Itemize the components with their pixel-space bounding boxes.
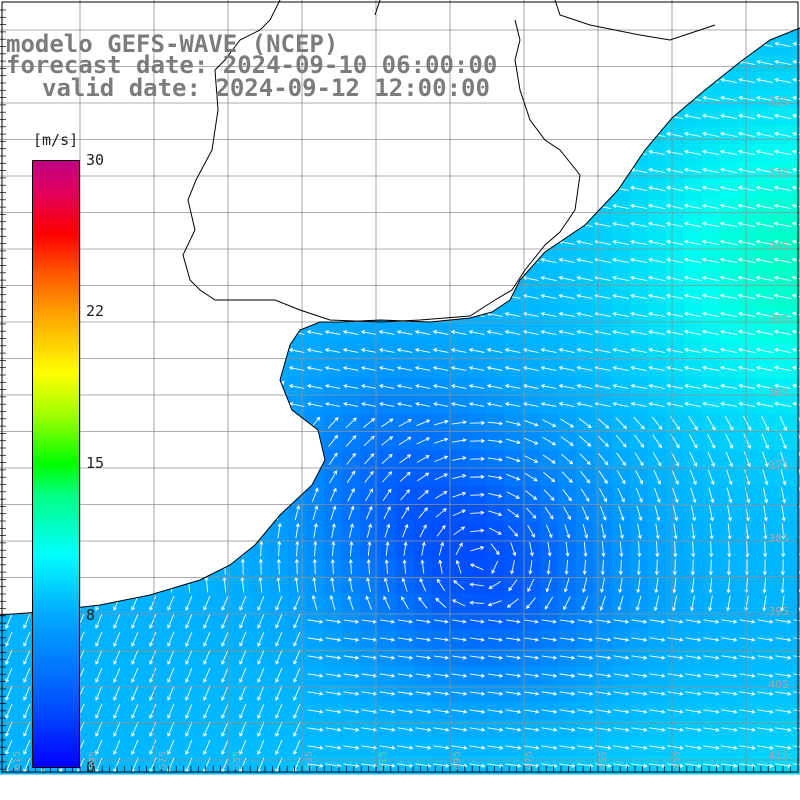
wind-cell <box>792 108 800 127</box>
lon-label: 515 <box>378 750 389 770</box>
wind-cell <box>792 666 800 685</box>
lat-label: 355 <box>768 313 789 326</box>
wind-cell <box>792 720 800 739</box>
wind-cell <box>792 126 800 145</box>
wind-cell <box>792 396 800 415</box>
wind-cell <box>792 342 800 361</box>
colorbar-unit: [m/s] <box>33 131 79 149</box>
lat-label: 395 <box>768 605 789 618</box>
lon-label: 455 <box>598 750 609 770</box>
wind-cell <box>792 612 800 631</box>
wind-cell <box>792 450 800 469</box>
lon-label: 435 <box>672 750 683 770</box>
wind-cell <box>792 576 800 595</box>
wind-cell <box>792 414 800 433</box>
colorbar-tick-22: 22 <box>86 302 105 320</box>
wind-cell <box>792 144 800 163</box>
valid-date: valid date: 2024-09-12 12:00:00 <box>42 74 490 102</box>
colorbar <box>32 160 80 768</box>
arrow-icon <box>774 59 791 66</box>
arrow-icon <box>774 77 791 84</box>
wind-cell <box>792 162 800 181</box>
wind-cell <box>792 648 800 667</box>
colorbar-tick-30: 30 <box>86 151 105 169</box>
arrow-icon <box>738 77 755 84</box>
wind-cell <box>792 90 800 109</box>
wind-cell <box>792 504 800 523</box>
lon-label: 615 <box>12 750 23 770</box>
wind-cell <box>792 270 800 289</box>
wind-cell <box>792 702 800 721</box>
arrow-icon <box>792 41 800 47</box>
lon-label: 475 <box>524 750 535 770</box>
wind-cell <box>792 486 800 505</box>
wind-cell <box>792 756 800 775</box>
wind-cell <box>792 738 800 757</box>
arrow-icon <box>792 77 800 82</box>
colorbar-tick-8: 8 <box>86 606 96 624</box>
wind-cell <box>792 468 800 487</box>
wind-cell <box>792 540 800 559</box>
lat-label: 405 <box>768 678 789 691</box>
arrow-icon <box>720 77 737 84</box>
arrow-icon <box>756 59 773 66</box>
arrow-icon <box>774 41 791 48</box>
lat-label: 345 <box>768 240 789 253</box>
wind-cell <box>792 288 800 307</box>
wind-cell <box>792 306 800 325</box>
wind-cell <box>792 216 800 235</box>
wind-cell <box>792 378 800 397</box>
lon-label: 575 <box>158 750 169 770</box>
lat-label: 325 <box>768 95 789 108</box>
wind-cell <box>792 360 800 379</box>
wind-cell <box>792 234 800 253</box>
lat-label: 375 <box>768 459 789 472</box>
wind-cell <box>792 630 800 649</box>
lat-label: 365 <box>768 386 789 399</box>
wind-cell <box>792 684 800 703</box>
lat-label: 415 <box>768 749 789 762</box>
colorbar-tick-15: 15 <box>86 454 105 472</box>
wind-cell <box>792 594 800 613</box>
lat-label: 385 <box>768 532 789 545</box>
wind-cell <box>792 198 800 217</box>
lon-label: 535 <box>304 750 315 770</box>
wind-cell <box>792 324 800 343</box>
wind-cell <box>792 522 800 541</box>
wind-cell <box>792 72 800 91</box>
wind-cell <box>792 558 800 577</box>
lon-label: 555 <box>232 750 243 770</box>
lon-label: 495 <box>452 750 463 770</box>
lat-label: 335 <box>768 167 789 180</box>
wind-cell <box>792 180 800 199</box>
arrow-icon <box>756 77 773 84</box>
lon-label: 595 <box>88 750 99 770</box>
wind-cell <box>792 432 800 451</box>
wind-cell <box>792 252 800 271</box>
arrow-icon <box>792 59 800 65</box>
